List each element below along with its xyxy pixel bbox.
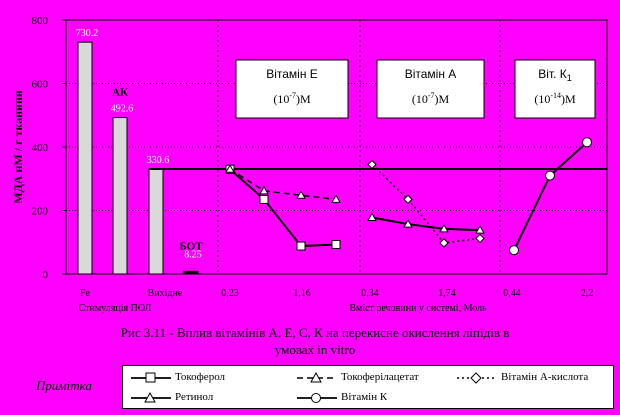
legend-marker-square-solid <box>131 372 171 383</box>
caption-line-2: умовах in vitro <box>274 342 356 357</box>
bar <box>112 117 128 275</box>
y-tick-label: 0 <box>43 269 49 281</box>
panel-concentration: (10-7)М <box>273 91 311 106</box>
data-point <box>403 219 413 228</box>
bar <box>183 270 199 275</box>
legend-label: Токоферол <box>175 371 226 383</box>
series-line <box>229 168 337 248</box>
y-tick-label: 800 <box>32 15 49 27</box>
bar-value-label: 330.6 <box>147 155 170 166</box>
series-line <box>229 168 337 201</box>
x-tick-label: 1,16 <box>293 288 311 299</box>
y-axis-label: МДА нМ / г тканини <box>11 90 25 204</box>
data-point <box>582 137 592 148</box>
data-point <box>367 159 377 170</box>
data-point <box>509 245 519 256</box>
x-tick-label: 0,44 <box>503 288 521 299</box>
panel-concentration: (10-7)М <box>412 91 450 106</box>
panel-title-box <box>376 59 485 119</box>
y-tick-label: 400 <box>32 142 49 154</box>
figure-caption: Рис 3.11 - Вплив вітамінів А, Е, С, К на… <box>55 324 575 358</box>
bar-name-label: АК <box>112 87 128 99</box>
legend-item-vitamin-a-acid: Вітамін А-кислота <box>455 369 615 387</box>
data-point <box>475 225 485 234</box>
panel-title-box <box>514 59 596 119</box>
bar <box>77 41 93 275</box>
panel-title: Вітамін Е <box>266 67 318 81</box>
x-tick-label: Вихідне <box>148 288 183 299</box>
y-tick-label: 200 <box>32 206 49 218</box>
legend-item-tocopherol: Токоферол <box>129 369 289 387</box>
legend-title: Примітка <box>36 378 92 393</box>
y-tick-label: 600 <box>32 79 49 91</box>
legend-item-vitamin-k: Вітамін К <box>295 389 455 407</box>
bar <box>148 168 164 275</box>
data-point <box>545 170 555 181</box>
legend-label: Ретинол <box>175 391 214 403</box>
bar-name-label: БОТ <box>179 240 203 252</box>
bar-value-label: 730.2 <box>76 28 99 39</box>
legend-marker-triangle-solid <box>131 391 171 403</box>
data-point <box>403 194 413 205</box>
panel-title: Віт. К1 <box>538 67 572 83</box>
bar-value-label: 492.6 <box>111 104 134 115</box>
panel-concentration: (10-14)М <box>534 91 576 106</box>
series-line <box>371 163 481 244</box>
series-line <box>371 216 481 232</box>
panel-title: Вітамін А <box>405 67 457 81</box>
x-group-label: Стимуляція ПОЛ <box>79 303 152 314</box>
data-point <box>225 164 235 173</box>
x-axis-label: Вміст речовини у системі, Моль <box>349 303 487 314</box>
data-point <box>367 212 377 221</box>
x-tick-label: 0,23 <box>221 288 239 299</box>
bar-value-label: 8.25 <box>184 249 202 260</box>
data-point <box>296 190 306 199</box>
series-line <box>513 141 588 251</box>
legend-label: Вітамін К <box>341 391 388 403</box>
data-point <box>475 233 485 244</box>
legend-item-tocopherol-acetate: Токоферілацетат <box>295 369 455 387</box>
data-point <box>259 185 269 195</box>
legend-marker-circle-solid <box>297 393 337 403</box>
x-tick-label: 2,2 <box>581 288 594 299</box>
legend-marker-diamond-dotted <box>457 372 497 384</box>
x-tick-label: Fe <box>80 288 91 299</box>
caption-line-1: Рис 3.11 - Вплив вітамінів А, Е, С, К на… <box>120 325 510 340</box>
legend-label: Токоферілацетат <box>341 371 419 383</box>
legend-marker-triangle-dashed <box>297 371 337 383</box>
chart-canvas: 0 200 400 600 800 МДА нМ / г тканини 730.2 АК 49… <box>11 15 608 314</box>
data-point <box>331 239 341 249</box>
data-point <box>439 223 449 233</box>
data-point <box>439 238 449 248</box>
legend: Токоферол Токоферілацетат Вітамін А-кисл… <box>122 365 614 409</box>
x-tick-label: 1,74 <box>438 288 456 299</box>
panel-title-box <box>235 59 349 119</box>
legend-label: Вітамін А-кислота <box>501 371 589 383</box>
data-point <box>331 194 341 203</box>
legend-item-retinol: Ретинол <box>129 389 289 407</box>
x-tick-label: 0,34 <box>361 288 379 299</box>
data-point <box>296 241 306 251</box>
data-point <box>259 194 269 204</box>
